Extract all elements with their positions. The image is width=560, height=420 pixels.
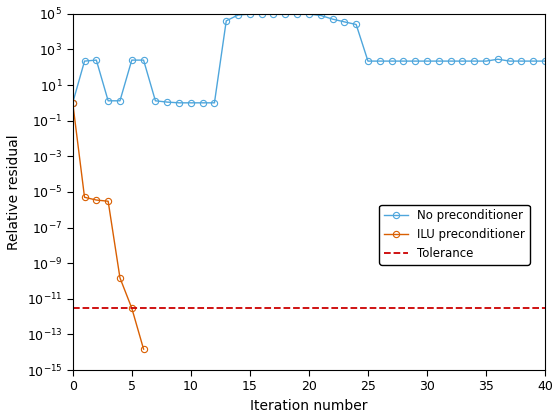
No preconditioner <box>306 12 312 17</box>
No preconditioner <box>506 58 513 63</box>
ILU preconditioner <box>140 346 147 352</box>
ILU preconditioner <box>93 197 100 202</box>
X-axis label: Iteration number: Iteration number <box>250 399 368 413</box>
No preconditioner <box>116 98 123 103</box>
No preconditioner <box>341 19 348 24</box>
No preconditioner <box>530 58 536 63</box>
No preconditioner <box>388 58 395 63</box>
Line: No preconditioner: No preconditioner <box>69 11 548 106</box>
No preconditioner <box>542 58 548 63</box>
Tolerance <box>69 306 76 311</box>
No preconditioner <box>105 98 111 103</box>
No preconditioner <box>282 12 288 17</box>
No preconditioner <box>365 58 371 63</box>
No preconditioner <box>471 58 478 63</box>
No preconditioner <box>459 58 466 63</box>
No preconditioner <box>258 12 265 17</box>
No preconditioner <box>494 57 501 62</box>
No preconditioner <box>483 58 489 63</box>
No preconditioner <box>199 100 206 105</box>
No preconditioner <box>376 58 383 63</box>
No preconditioner <box>140 58 147 63</box>
No preconditioner <box>176 100 183 105</box>
Legend: No preconditioner, ILU preconditioner, Tolerance: No preconditioner, ILU preconditioner, T… <box>379 205 530 265</box>
No preconditioner <box>436 58 442 63</box>
No preconditioner <box>447 58 454 63</box>
No preconditioner <box>412 58 418 63</box>
No preconditioner <box>294 12 301 17</box>
No preconditioner <box>69 100 76 105</box>
No preconditioner <box>318 13 324 18</box>
No preconditioner <box>246 12 253 17</box>
ILU preconditioner <box>116 276 123 281</box>
No preconditioner <box>93 58 100 63</box>
No preconditioner <box>400 58 407 63</box>
No preconditioner <box>329 16 336 21</box>
No preconditioner <box>235 13 241 18</box>
No preconditioner <box>270 12 277 17</box>
No preconditioner <box>424 58 431 63</box>
No preconditioner <box>353 22 360 27</box>
ILU preconditioner <box>128 306 135 311</box>
Tolerance <box>81 306 88 311</box>
No preconditioner <box>518 58 525 63</box>
Y-axis label: Relative residual: Relative residual <box>7 134 21 250</box>
ILU preconditioner <box>69 100 76 105</box>
No preconditioner <box>211 100 218 105</box>
No preconditioner <box>152 98 158 103</box>
No preconditioner <box>188 100 194 105</box>
No preconditioner <box>223 18 230 24</box>
Line: ILU preconditioner: ILU preconditioner <box>69 100 147 352</box>
ILU preconditioner <box>81 195 88 200</box>
No preconditioner <box>81 58 88 63</box>
No preconditioner <box>164 100 171 105</box>
ILU preconditioner <box>105 199 111 204</box>
No preconditioner <box>128 58 135 63</box>
